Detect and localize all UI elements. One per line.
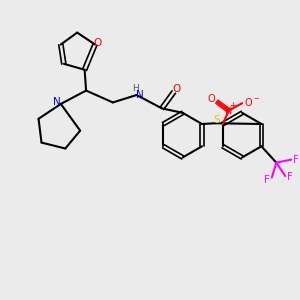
Text: N: N	[53, 98, 61, 107]
Text: N: N	[225, 106, 232, 116]
Text: N: N	[136, 90, 144, 100]
Text: H: H	[132, 84, 139, 93]
Text: O: O	[94, 38, 102, 48]
Text: F: F	[293, 155, 298, 165]
Text: O$^-$: O$^-$	[244, 96, 260, 108]
Text: F: F	[287, 172, 292, 182]
Text: S: S	[214, 115, 220, 125]
Text: O: O	[207, 94, 215, 104]
Text: O: O	[172, 84, 181, 94]
Text: F: F	[264, 176, 269, 185]
Text: +: +	[229, 101, 236, 110]
